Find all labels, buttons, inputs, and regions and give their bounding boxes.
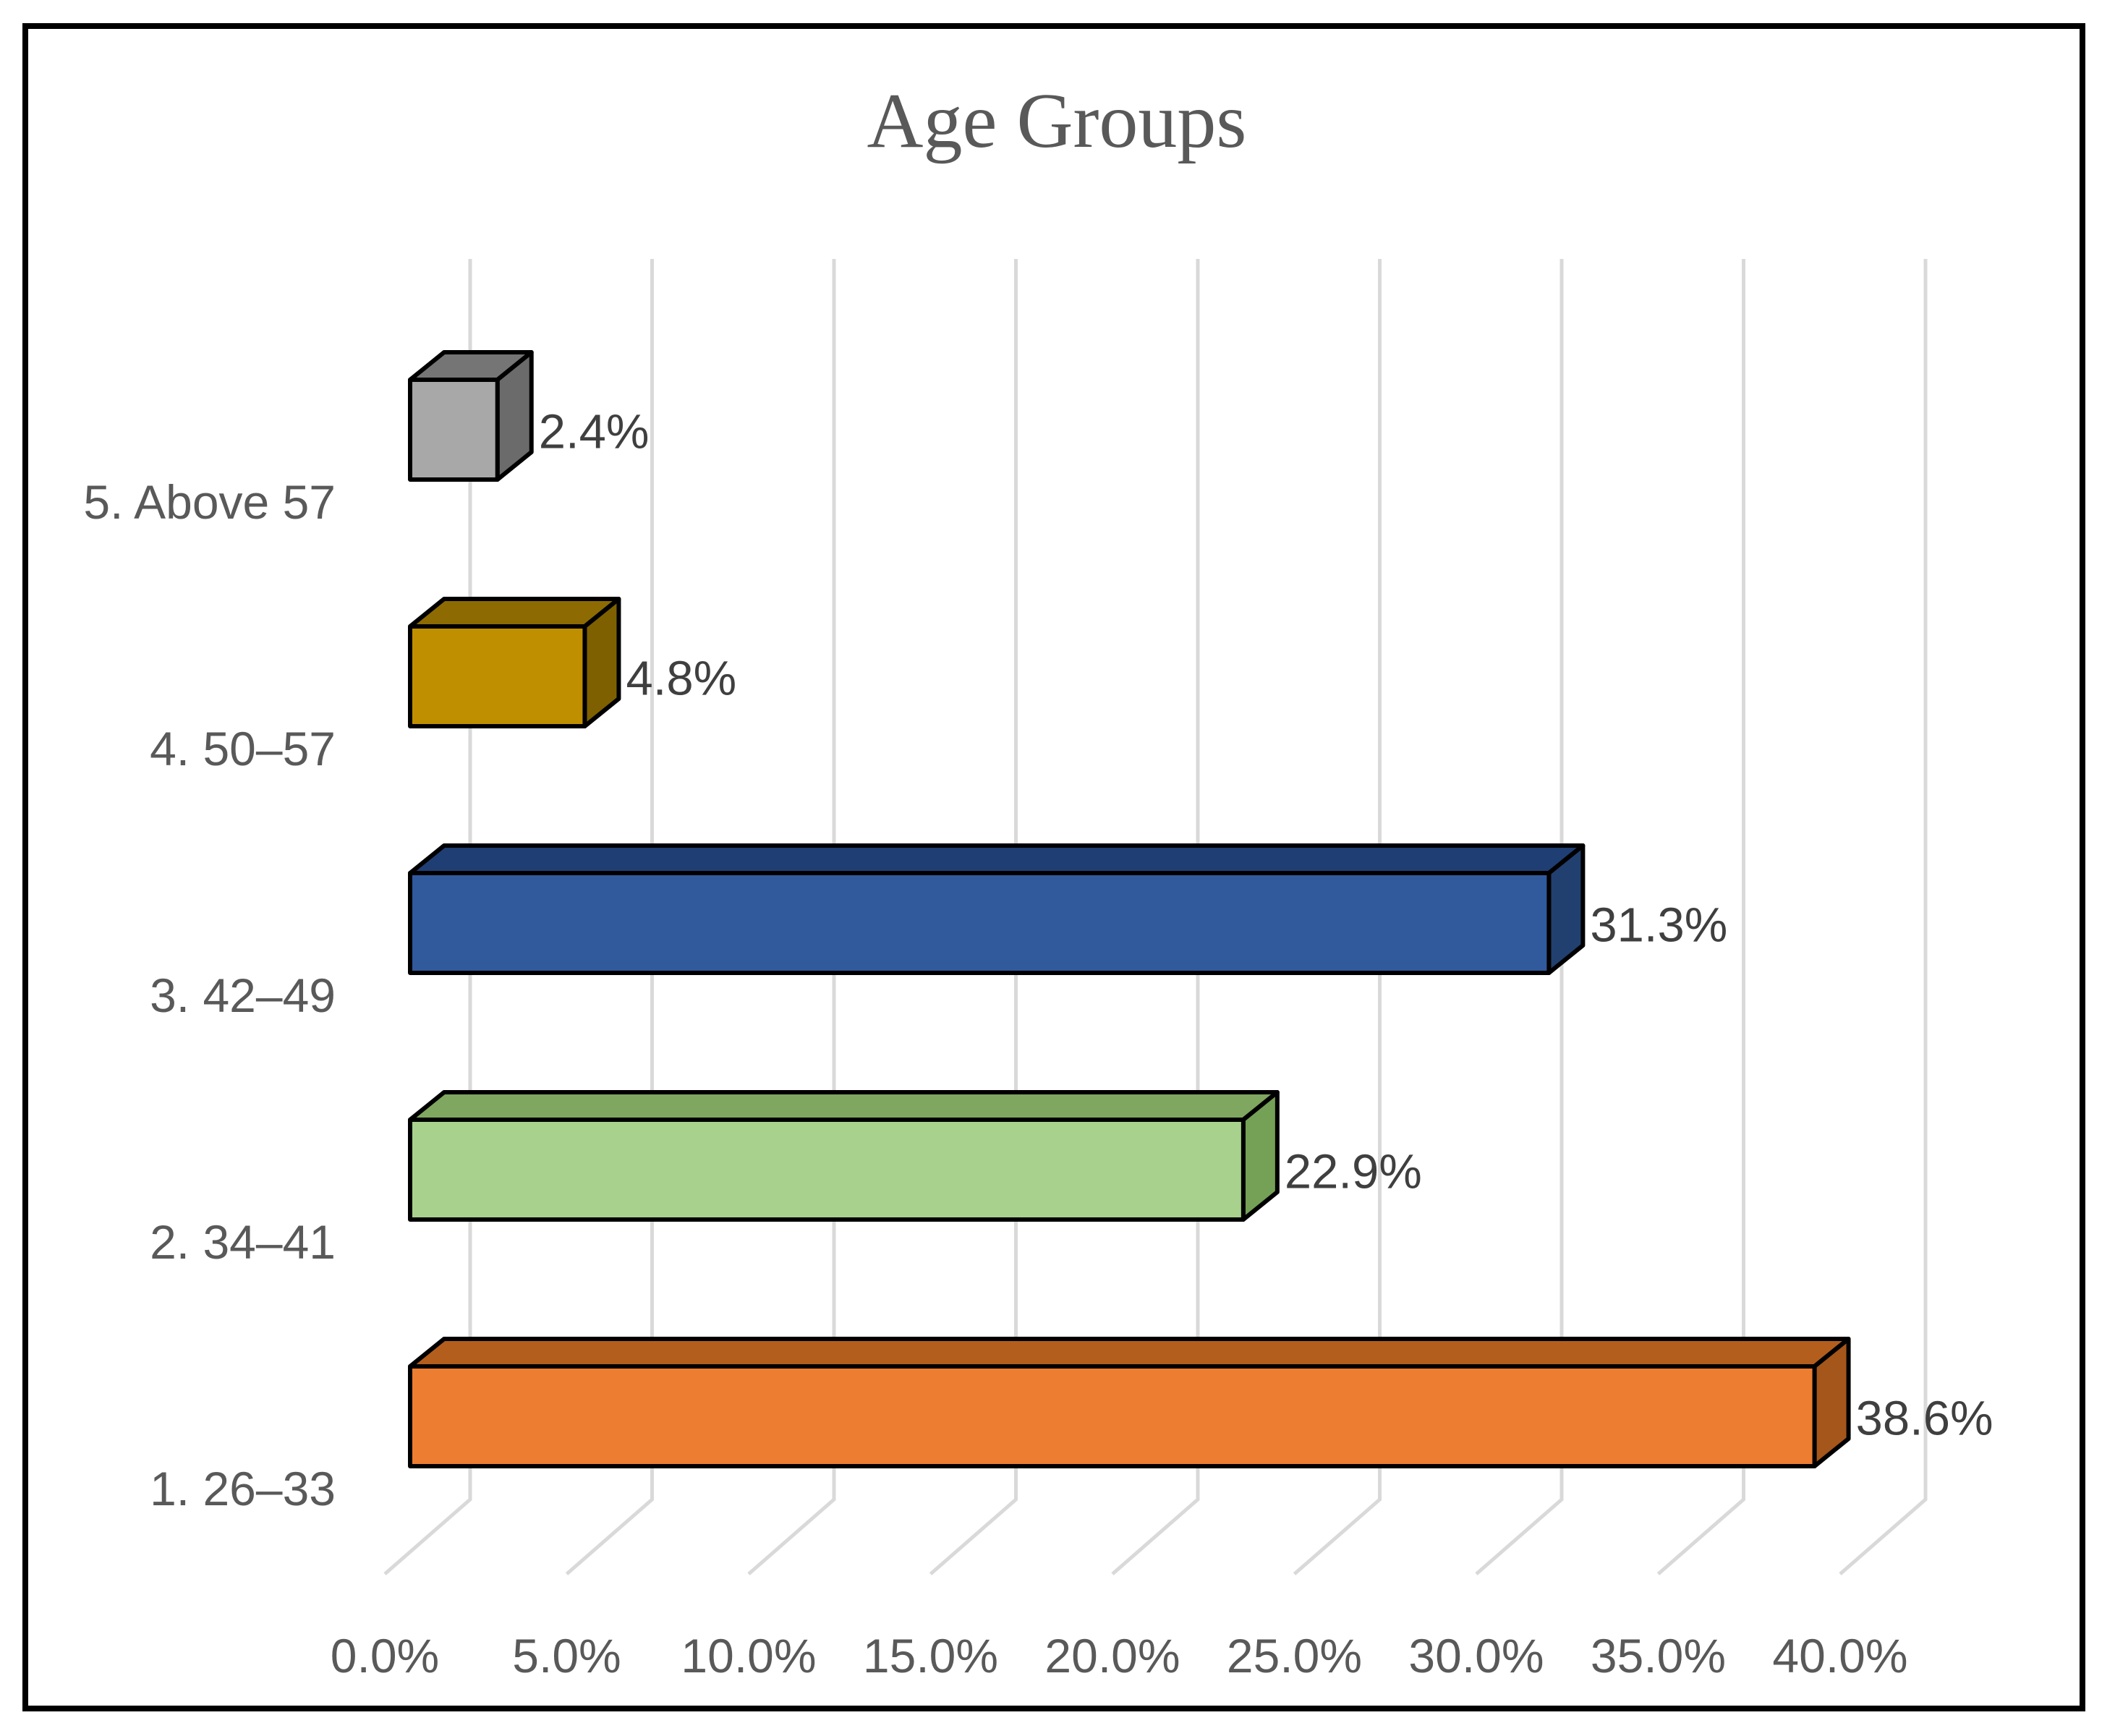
- gridlines-layer: [383, 259, 1928, 1575]
- x-axis-tick-10.0%: 10.0%: [681, 1629, 816, 1682]
- x-axis-tick-35.0%: 35.0%: [1591, 1629, 1726, 1682]
- value-label-4. 50–57: 4.8%: [626, 652, 736, 706]
- gridline-20.0%: [1111, 259, 1200, 1575]
- bar-5. Above 57: [408, 350, 534, 482]
- category-label-5. Above 57: 5. Above 57: [83, 475, 336, 529]
- chart-title: Age Groups: [867, 78, 1247, 164]
- value-label-5. Above 57: 2.4%: [539, 405, 650, 459]
- category-label-2. 34–41: 2. 34–41: [150, 1215, 336, 1269]
- x-axis-tick-5.0%: 5.0%: [512, 1629, 621, 1682]
- bar-front-face: [408, 1118, 1246, 1222]
- category-label-3. 42–49: 3. 42–49: [150, 969, 336, 1022]
- bar-front-face: [408, 624, 587, 728]
- labels-layer: 0.0% 5.0% 10.0% 15.0% 20.0% 25.0% 30.0% 35.0% 40…: [83, 405, 1993, 1683]
- x-axis-tick-20.0%: 20.0%: [1044, 1629, 1180, 1682]
- gridline-25.0%: [1293, 259, 1382, 1575]
- category-label-4. 50–57: 4. 50–57: [150, 722, 336, 775]
- gridline-10.0%: [747, 259, 836, 1575]
- value-label-2. 34–41: 22.9%: [1285, 1145, 1422, 1199]
- outer-border-frame: [22, 23, 2085, 1711]
- bar-front-face: [408, 871, 1552, 975]
- bars-layer: [408, 350, 1851, 1468]
- gridline-5.0%: [565, 259, 654, 1575]
- bar-2. 34–41: [408, 1090, 1280, 1222]
- bar-front-face: [408, 1364, 1817, 1468]
- value-label-3. 42–49: 31.3%: [1590, 898, 1727, 953]
- bar-3. 42–49: [408, 843, 1586, 975]
- x-axis-tick-0.0%: 0.0%: [331, 1629, 439, 1682]
- x-axis-tick-15.0%: 15.0%: [863, 1629, 998, 1682]
- gridline-15.0%: [929, 259, 1018, 1575]
- bar-top-face: [408, 1337, 1851, 1369]
- value-label-1. 26–33: 38.6%: [1856, 1392, 1993, 1446]
- gridline-30.0%: [1475, 259, 1564, 1575]
- bar-top-face: [408, 1090, 1280, 1122]
- bar-1. 26–33: [408, 1337, 1851, 1468]
- gridline-40.0%: [1839, 259, 1928, 1575]
- bar-front-face: [408, 378, 500, 482]
- x-axis-tick-30.0%: 30.0%: [1408, 1629, 1544, 1682]
- category-label-1. 26–33: 1. 26–33: [150, 1462, 336, 1515]
- bar-top-face: [408, 843, 1586, 875]
- gridline-35.0%: [1656, 259, 1745, 1575]
- x-axis-tick-40.0%: 40.0%: [1772, 1629, 1907, 1682]
- bar-4. 50–57: [408, 597, 621, 728]
- x-axis-tick-25.0%: 25.0%: [1227, 1629, 1362, 1682]
